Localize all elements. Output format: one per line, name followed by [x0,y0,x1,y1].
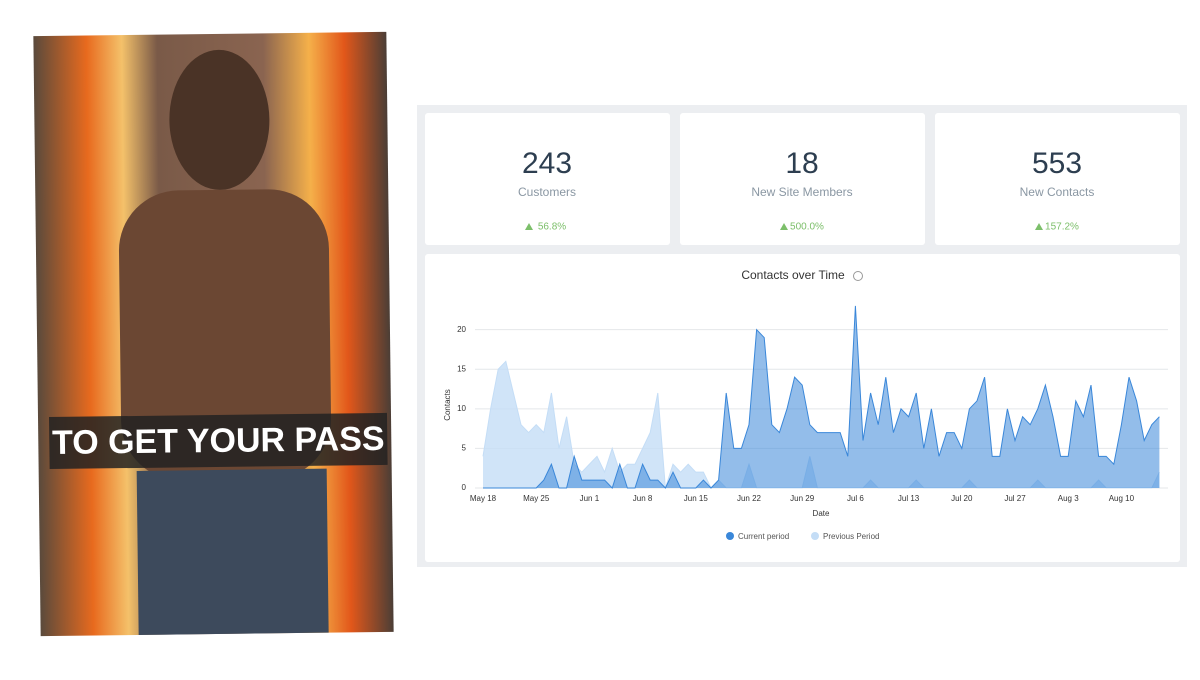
x-tick-label: Jul 6 [847,494,864,503]
kpi-change: 500.0% [790,222,824,233]
photo-figure-body [118,189,332,481]
y-tick-label: 0 [462,483,467,492]
legend-label: Current period [738,532,789,541]
kpi-value: 243 [522,147,572,180]
x-tick-label: May 18 [470,494,497,503]
caption-banner [49,412,388,470]
up-arrow-icon [525,223,533,230]
y-tick-label: 20 [457,325,466,334]
caption: TO GET YOUR PASS [52,420,385,462]
info-icon[interactable] [853,271,863,281]
y-axis-label: Contacts [443,389,452,421]
kpi-card [935,113,1180,245]
kpi-card [425,113,670,245]
kpi-change: 157.2% [1045,222,1079,233]
up-arrow-icon [1035,223,1043,230]
x-tick-label: Jul 27 [1004,494,1026,503]
kpi-value: 553 [1032,147,1082,180]
kpi-change: 56.8% [538,222,566,233]
series-area-fill [483,305,1160,488]
kpi-label: New Site Members [751,185,852,199]
legend-marker [726,532,734,540]
series-area-fill [483,361,1160,488]
kpi-label: Customers [518,185,576,199]
photo-figure-head [169,49,270,190]
kpi-card [680,113,925,245]
photo-figure-shorts [136,468,329,635]
y-tick-label: 5 [462,444,467,453]
photo: TO GET YOUR PASS [33,31,394,637]
kpi-value: 18 [785,147,818,180]
x-tick-label: Aug 3 [1058,494,1079,503]
x-tick-label: Aug 10 [1109,494,1135,503]
legend-marker [811,532,819,540]
x-tick-label: Jun 22 [737,494,762,503]
x-tick-label: Jul 13 [898,494,920,503]
series-line [483,305,1160,489]
x-tick-label: May 25 [523,494,550,503]
x-tick-label: Jul 20 [951,494,973,503]
up-arrow-icon [780,223,788,230]
x-tick-label: Jun 15 [684,494,709,503]
x-tick-label: Jun 29 [790,494,815,503]
x-tick-label: Jun 1 [580,494,600,503]
x-axis-label: Date [813,509,830,518]
kpi-label: New Contacts [1020,185,1095,199]
y-tick-label: 10 [457,404,466,413]
x-tick-label: Jun 8 [633,494,653,503]
chart-title: Contacts over Time [741,268,845,282]
legend-label: Previous Period [823,532,879,541]
y-tick-label: 15 [457,364,466,373]
